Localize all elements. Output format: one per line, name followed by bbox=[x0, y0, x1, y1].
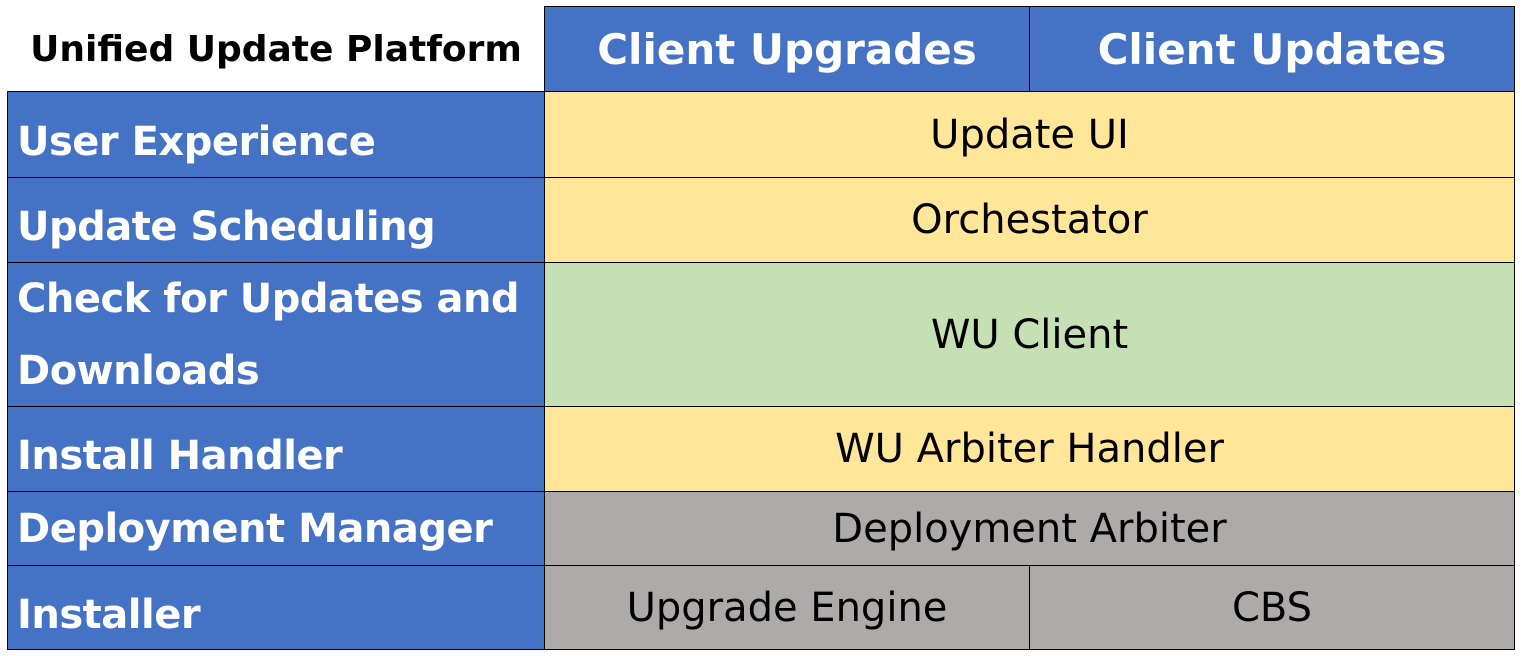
table-title: Unified Update Platform bbox=[7, 6, 545, 92]
cell-orchestator: Orchestator bbox=[544, 177, 1515, 263]
cell-update-ui: Update UI bbox=[544, 91, 1515, 178]
row-label-check-for-updates: Check for Updates and Downloads bbox=[7, 262, 545, 407]
column-header-client-upgrades: Client Upgrades bbox=[544, 6, 1030, 92]
cell-wu-arbiter-handler: WU Arbiter Handler bbox=[544, 406, 1515, 492]
row-label-update-scheduling: Update Scheduling bbox=[7, 177, 545, 263]
row-label-deployment-manager: Deployment Manager bbox=[7, 491, 545, 566]
cell-deployment-arbiter: Deployment Arbiter bbox=[544, 491, 1515, 566]
row-label-installer: Installer bbox=[7, 565, 545, 650]
cell-cbs: CBS bbox=[1029, 565, 1515, 650]
cell-wu-client: WU Client bbox=[544, 262, 1515, 407]
row-label-user-experience: User Experience bbox=[7, 91, 545, 178]
column-header-client-updates: Client Updates bbox=[1029, 6, 1515, 92]
row-label-install-handler: Install Handler bbox=[7, 406, 545, 492]
cell-upgrade-engine: Upgrade Engine bbox=[544, 565, 1030, 650]
